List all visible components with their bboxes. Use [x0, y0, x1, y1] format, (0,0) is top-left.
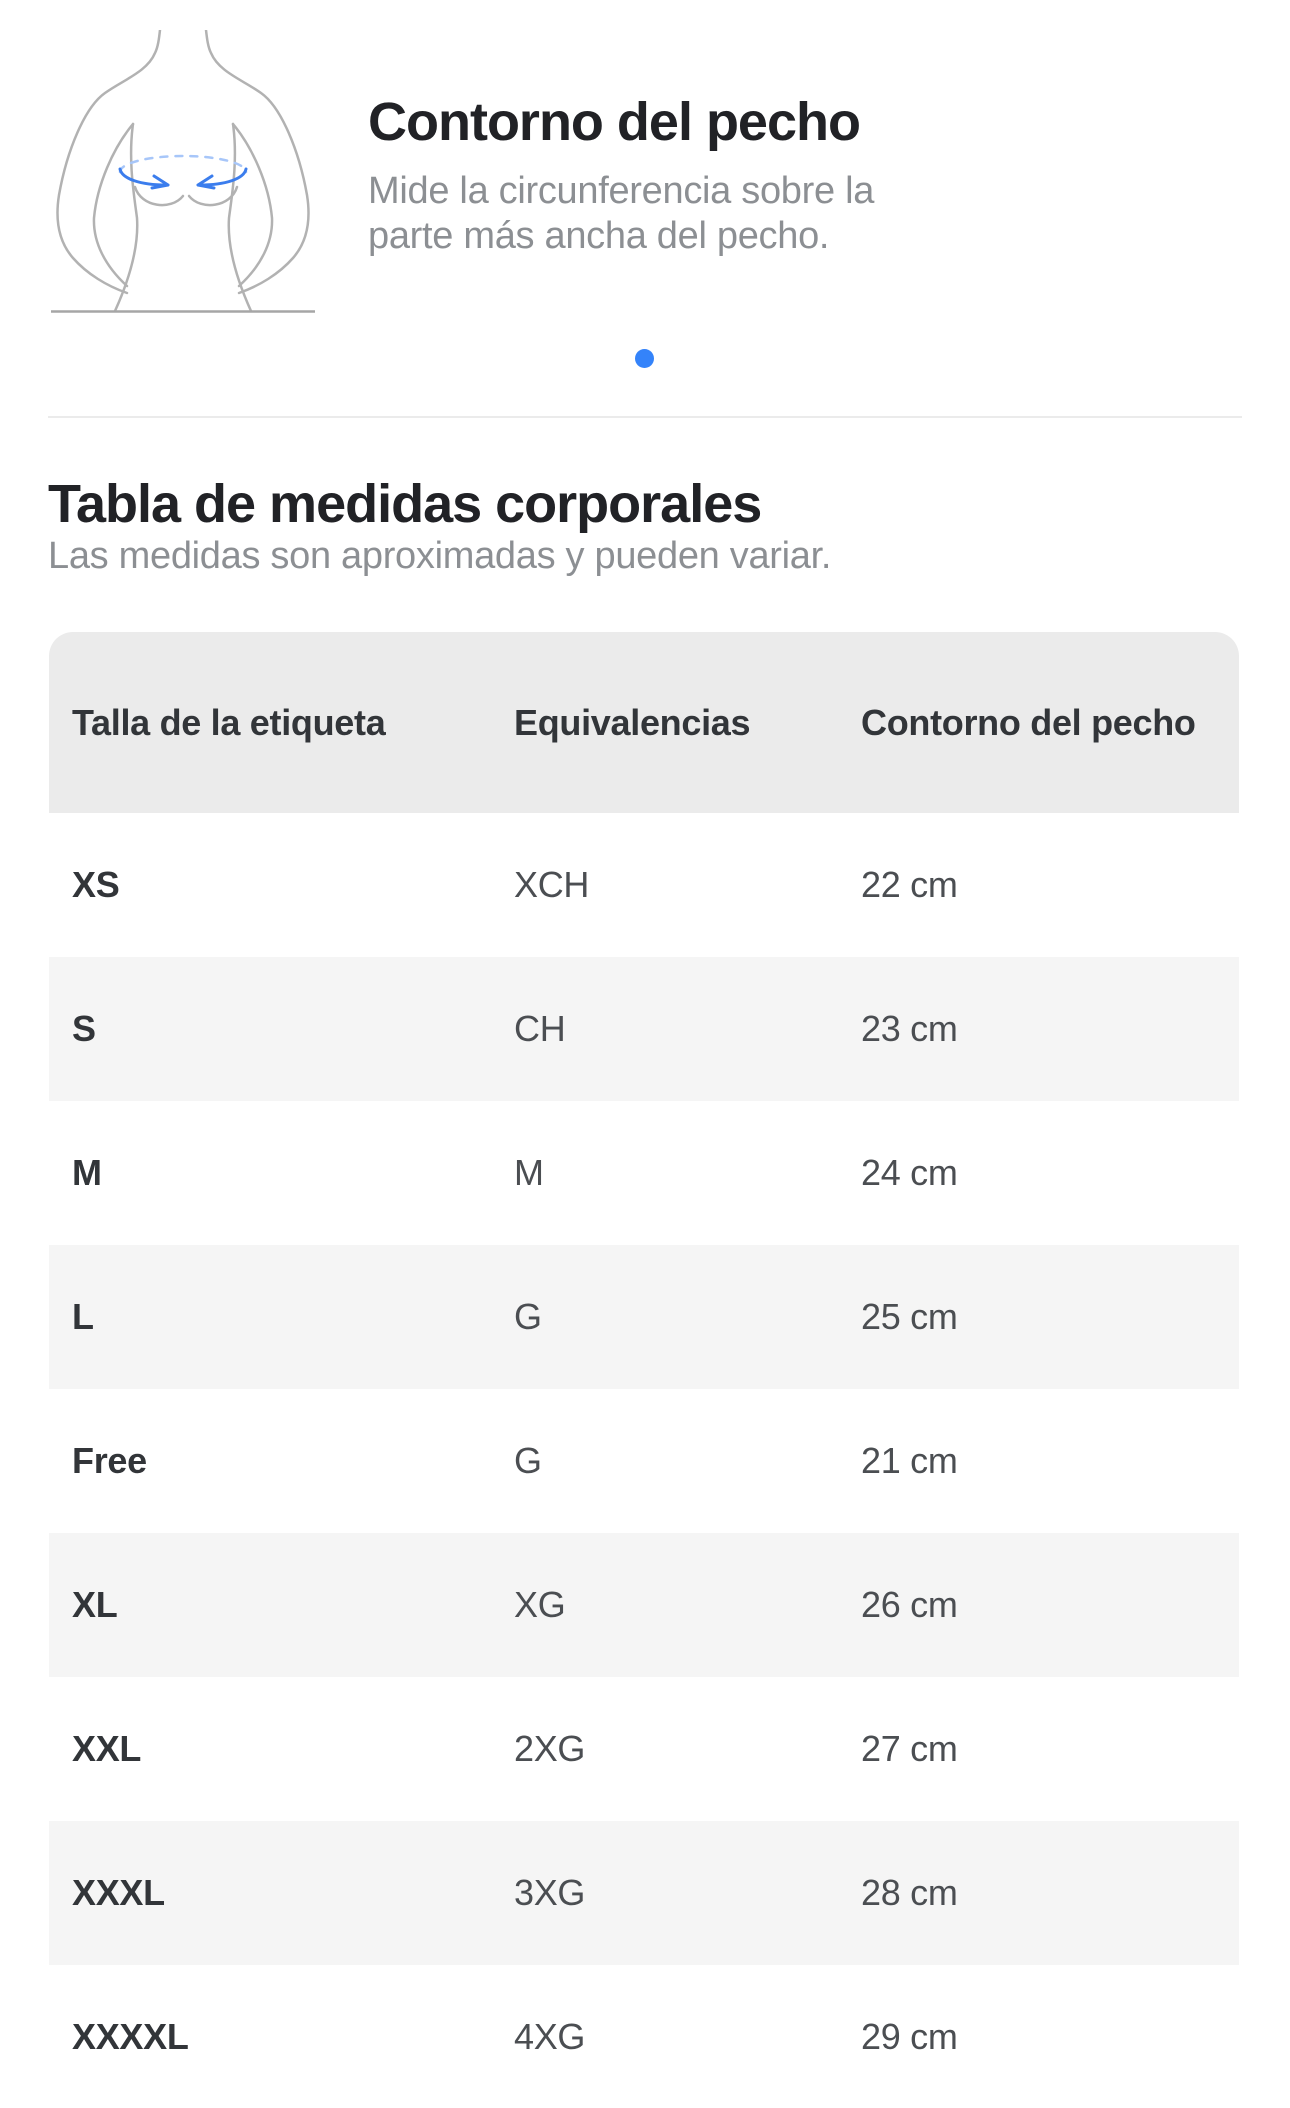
- cell-equivalence: 4XG: [514, 2016, 586, 2057]
- measure-description-line2: parte más ancha del pecho.: [368, 215, 830, 257]
- body-measurements-table: Talla de la etiqueta Equivalencias Conto…: [49, 632, 1239, 2108]
- cell-chest-measure: 22 cm: [861, 864, 958, 905]
- cell-size-label: XXL: [72, 1728, 142, 1769]
- section-subtitle: Las medidas son aproximadas y pueden var…: [48, 535, 832, 577]
- table-row: XS XCH 22 cm: [49, 813, 1239, 957]
- cell-equivalence: XCH: [514, 864, 590, 905]
- table-row: XL XG 26 cm: [49, 1533, 1239, 1677]
- section-title: Tabla de medidas corporales: [48, 474, 762, 534]
- table-row: XXXL 3XG 28 cm: [49, 1821, 1239, 1965]
- cell-size-label: XXXXL: [72, 2016, 189, 2057]
- cell-size-label: XL: [72, 1584, 118, 1625]
- table-header-row: Talla de la etiqueta Equivalencias Conto…: [49, 632, 1239, 813]
- cell-chest-measure: 29 cm: [861, 2016, 958, 2057]
- cell-chest-measure: 28 cm: [861, 1872, 958, 1913]
- cell-size-label: XS: [72, 864, 120, 905]
- measure-title: Contorno del pecho: [368, 92, 861, 152]
- cell-size-label: L: [72, 1296, 94, 1337]
- cell-size-label: Free: [72, 1440, 147, 1481]
- cell-equivalence: 3XG: [514, 1872, 586, 1913]
- cell-chest-measure: 21 cm: [861, 1440, 958, 1481]
- cell-chest-measure: 23 cm: [861, 1008, 958, 1049]
- cell-equivalence: M: [514, 1152, 544, 1193]
- cell-chest-measure: 27 cm: [861, 1728, 958, 1769]
- column-header-chest: Contorno del pecho: [861, 701, 1196, 743]
- cell-size-label: S: [72, 1008, 96, 1049]
- column-header-label-size: Talla de la etiqueta: [72, 701, 386, 743]
- measure-description-line1: Mide la circunferencia sobre la: [368, 170, 875, 212]
- cell-chest-measure: 26 cm: [861, 1584, 958, 1625]
- table-row: L G 25 cm: [49, 1245, 1239, 1389]
- torso-chest-measure-icon: [51, 30, 315, 313]
- table-body: XS XCH 22 cm S CH 23 cm M M 24 cm L G 25 cm Free G 21 …: [49, 813, 1239, 2108]
- table-row: XXL 2XG 27 cm: [49, 1677, 1239, 1821]
- cell-size-label: XXXL: [72, 1872, 165, 1913]
- table-row: Free G 21 cm: [49, 1389, 1239, 1533]
- cell-equivalence: G: [514, 1296, 542, 1337]
- cell-chest-measure: 25 cm: [861, 1296, 958, 1337]
- measure-description: Mide la circunferencia sobre la parte má…: [368, 169, 874, 259]
- cell-equivalence: 2XG: [514, 1728, 586, 1769]
- cell-equivalence: XG: [514, 1584, 566, 1625]
- table-row: S CH 23 cm: [49, 957, 1239, 1101]
- carousel-dot-active[interactable]: [635, 349, 654, 368]
- table-row: XXXXL 4XG 29 cm: [49, 1965, 1239, 2108]
- cell-equivalence: G: [514, 1440, 542, 1481]
- table-row: M M 24 cm: [49, 1101, 1239, 1245]
- cell-chest-measure: 24 cm: [861, 1152, 958, 1193]
- column-header-equivalences: Equivalencias: [514, 701, 751, 743]
- cell-size-label: M: [72, 1152, 102, 1193]
- section-divider: [48, 416, 1242, 418]
- cell-equivalence: CH: [514, 1008, 566, 1049]
